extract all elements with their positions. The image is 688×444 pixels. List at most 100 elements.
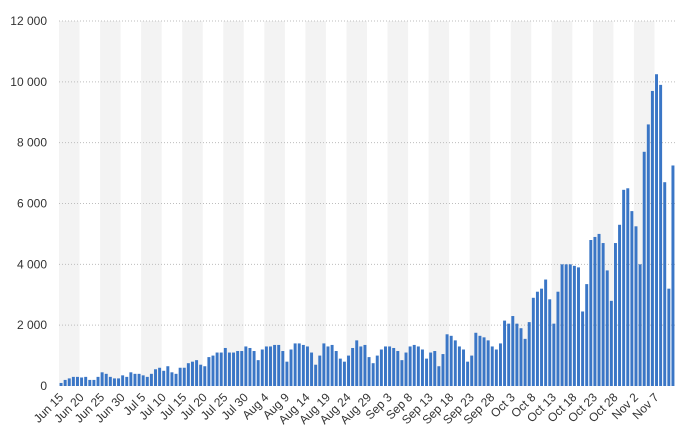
data-bar (273, 344, 277, 386)
y-tick-label: 10 000 (10, 75, 47, 89)
data-bar (182, 367, 186, 386)
data-bar (248, 347, 252, 386)
data-bar (667, 288, 671, 386)
data-bar (236, 351, 240, 386)
data-bar (416, 346, 420, 386)
data-bar (330, 344, 334, 386)
data-bar (605, 270, 609, 386)
data-bar (342, 361, 346, 386)
data-bar (478, 335, 482, 386)
data-bar (523, 338, 527, 386)
data-bar (318, 355, 322, 386)
data-bar (659, 84, 663, 386)
data-bar (363, 344, 367, 386)
data-bar (338, 358, 342, 386)
data-bar (326, 346, 330, 386)
data-bar (531, 297, 535, 386)
data-bar (593, 236, 597, 386)
y-gridlines (59, 20, 675, 326)
data-bar (371, 363, 375, 386)
data-bar (388, 346, 392, 386)
data-bar (515, 323, 519, 386)
data-bar (462, 349, 465, 386)
data-bar (314, 364, 318, 386)
data-bar (351, 347, 355, 386)
data-bar (396, 351, 400, 386)
data-bar (486, 340, 490, 386)
data-bar (104, 373, 108, 386)
data-bar (400, 360, 404, 386)
data-bar (84, 376, 88, 386)
data-bar (572, 265, 576, 386)
data-bar (420, 349, 424, 386)
data-bar (108, 376, 112, 386)
background-stripe (305, 21, 326, 386)
data-bar (642, 151, 646, 386)
data-bar (322, 343, 326, 386)
data-bar (535, 291, 539, 386)
data-bar (384, 346, 387, 386)
data-bar (634, 226, 638, 386)
data-bar (655, 74, 658, 387)
data-bar (133, 373, 137, 386)
data-bar (207, 357, 211, 386)
data-bar (297, 343, 301, 386)
y-tick-label: 2 000 (17, 318, 47, 332)
background-stripe (428, 21, 450, 386)
data-bars (59, 74, 675, 387)
y-tick-label: 12 000 (10, 14, 47, 28)
data-bar (80, 377, 84, 386)
data-bar (281, 351, 285, 386)
y-tick-label: 6 000 (17, 197, 47, 211)
data-bar (269, 346, 272, 386)
data-bar (100, 372, 104, 386)
data-bar (441, 354, 445, 386)
background-stripe (264, 21, 285, 386)
data-bar (305, 346, 309, 386)
data-bar (359, 346, 363, 386)
data-bar (260, 349, 264, 386)
data-bar (601, 243, 605, 386)
data-bar (137, 373, 141, 386)
data-bar (490, 346, 494, 386)
data-bar (646, 124, 650, 387)
data-bar (433, 351, 437, 386)
data-bar (227, 352, 231, 386)
data-bar (67, 378, 71, 386)
data-bar (223, 347, 227, 386)
data-bar (170, 372, 174, 386)
y-axis-tick-labels: 0 2 000 4 000 6 000 8 000 10 000 12 000 (10, 14, 47, 393)
data-bar (638, 264, 642, 386)
data-bar (195, 360, 199, 386)
data-bar (92, 379, 96, 386)
data-bar (585, 284, 589, 386)
data-bar (622, 189, 626, 386)
data-bar (112, 378, 116, 386)
data-bar (548, 299, 552, 386)
data-bar (581, 311, 585, 386)
data-bar (449, 335, 453, 386)
data-bar (277, 344, 281, 386)
data-bar (240, 351, 244, 386)
data-bar (437, 366, 441, 386)
data-bar (527, 322, 531, 386)
data-bar (466, 361, 470, 386)
data-bar (429, 352, 433, 386)
data-bar (145, 376, 149, 386)
data-bar (149, 373, 153, 386)
data-bar (408, 346, 412, 386)
data-bar (379, 349, 383, 386)
data-bar (158, 367, 162, 386)
data-bar (59, 382, 63, 386)
data-bar (560, 264, 564, 386)
data-bar (186, 363, 190, 386)
data-bar (544, 279, 548, 386)
data-bar (540, 288, 544, 386)
data-bar (568, 264, 572, 386)
data-bar (211, 355, 215, 386)
data-bar (334, 351, 338, 386)
data-bar (498, 343, 502, 386)
data-bar (470, 355, 474, 386)
data-bar (367, 357, 371, 386)
